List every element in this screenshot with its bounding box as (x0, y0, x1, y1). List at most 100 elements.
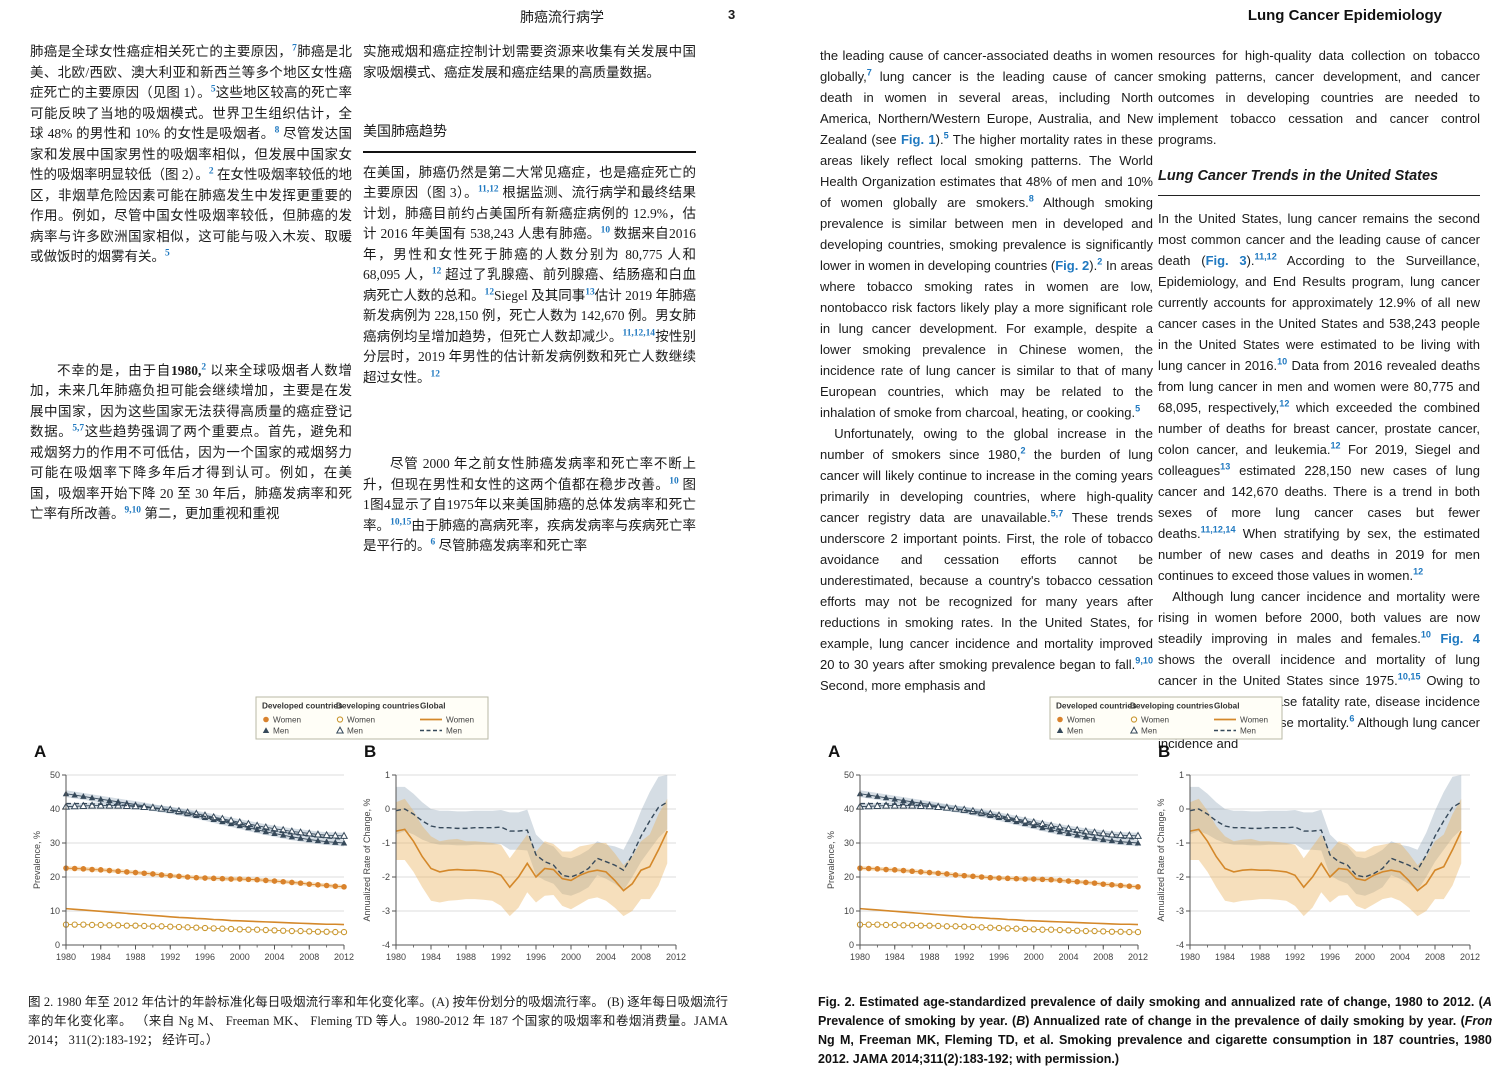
reference-superscript[interactable]: 9,10 (1135, 655, 1153, 666)
reference-superscript[interactable]: 2 (1020, 445, 1026, 456)
svg-text:2000: 2000 (1355, 952, 1375, 962)
svg-text:-2: -2 (1176, 872, 1184, 882)
reference-superscript[interactable]: 7 (292, 43, 297, 54)
reference-superscript[interactable]: 8 (274, 125, 280, 136)
reference-superscript[interactable]: 8 (1028, 193, 1034, 204)
text-run: 图 1图4显示了自1975年以来美国肺癌的总体发病率和死亡率。 (363, 476, 696, 533)
reference-superscript[interactable]: 2 (1097, 256, 1103, 267)
reference-superscript[interactable]: 12 (1413, 566, 1424, 577)
svg-text:-3: -3 (1176, 906, 1184, 916)
text-run: 不幸的是，由于自 (57, 362, 172, 378)
svg-text:10: 10 (50, 906, 60, 916)
reference-superscript[interactable]: 5 (1135, 403, 1141, 414)
text-run: For 2019, Siegel and colleagues (1158, 442, 1481, 478)
svg-text:1984: 1984 (885, 952, 905, 962)
figure-link[interactable]: Fig. 2 (1055, 258, 1090, 273)
svg-text:Year: Year (989, 966, 1008, 967)
text-run: Unfortunately, owing to the global incre… (820, 426, 1153, 462)
text-run: 以来全球吸烟者人数增加，未来几年肺癌负担可能会继续增加，主要是在发展中国家，因为… (30, 362, 353, 440)
reference-superscript[interactable]: 13 (585, 287, 595, 297)
reference-superscript[interactable]: 7 (866, 67, 872, 78)
reference-superscript[interactable]: 10,15 (1397, 671, 1421, 682)
reference-superscript[interactable]: 11,12,14 (1200, 524, 1236, 535)
text-run: 由于肺癌的高病死率，疾病发病率与疾病死亡率是平行的。 (363, 517, 697, 554)
text-run: Although lung cancer incidence and morta… (1158, 589, 1480, 646)
svg-text:1992: 1992 (491, 952, 511, 962)
text-run: Although smoking prevalence is similar b… (820, 195, 1153, 273)
reference-superscript[interactable]: 5,7 (72, 423, 85, 434)
text-run: The higher mortality rates in these area… (820, 132, 1153, 210)
text-run: the burden of lung cancer will likely co… (820, 447, 1153, 525)
reference-superscript[interactable]: 6 (430, 537, 436, 548)
reference-superscript[interactable]: 5 (210, 84, 216, 95)
reference-superscript[interactable]: 2 (201, 362, 207, 372)
reference-superscript[interactable]: 12 (1279, 398, 1290, 409)
reference-superscript[interactable]: 13 (1220, 461, 1231, 472)
svg-text:Women: Women (1141, 716, 1170, 725)
reference-superscript[interactable]: 12 (1330, 440, 1341, 451)
svg-text:20: 20 (50, 872, 60, 882)
text-run: Second, more emphasis and (820, 678, 986, 693)
svg-text:0: 0 (849, 940, 854, 950)
reference-superscript[interactable]: 5 (943, 130, 949, 141)
reference-superscript[interactable]: 10 (600, 225, 611, 236)
text-run: estimated 228,150 new cases of lung canc… (1158, 463, 1480, 541)
text-run: 根据监测、流行病学和最终结果计划，肺癌目前约占美国所有新癌症病例的 12.9%，… (363, 185, 697, 241)
text-run: 估计 2019 年肺癌新发病例为 228,150 例，死亡人数为 142,670… (363, 287, 697, 344)
figure-link[interactable]: Fig. 3 (1205, 253, 1247, 268)
reference-superscript[interactable]: 2 (208, 166, 214, 177)
svg-text:Year: Year (1320, 966, 1339, 967)
svg-text:1988: 1988 (456, 952, 476, 962)
text-run: 数据来自2016 年，男性和女性死于肺癌的人数分别为 80,775 人和 68,… (363, 226, 697, 282)
svg-text:1980: 1980 (1180, 952, 1200, 962)
svg-text:1988: 1988 (919, 952, 939, 962)
text-run: In areas where tobacco smoking rates in … (820, 258, 1153, 420)
reference-superscript[interactable]: 12 (431, 266, 442, 277)
reference-superscript[interactable]: 5 (165, 248, 170, 259)
reference-superscript[interactable]: 11,12 (1254, 251, 1277, 262)
smoking-prevalence-chart: Developed countries Women Men Developing co… (32, 696, 686, 967)
svg-text:A: A (34, 742, 46, 761)
reference-superscript[interactable]: 10,15 (390, 517, 412, 527)
text-run: shows the overall incidence and mortalit… (1158, 652, 1480, 688)
reference-superscript[interactable]: 9,10 (124, 505, 142, 516)
svg-text:-1: -1 (382, 838, 390, 848)
reference-superscript[interactable]: 11,12 (477, 184, 499, 195)
svg-text:10: 10 (844, 906, 854, 916)
figure-link[interactable]: Fig. 1 (900, 132, 936, 147)
svg-text:1980: 1980 (850, 952, 870, 962)
reference-superscript[interactable]: 10 (1277, 356, 1288, 367)
reference-superscript[interactable]: 11,12,14 (622, 328, 656, 338)
svg-text:0: 0 (385, 804, 390, 814)
svg-text:2012: 2012 (1460, 952, 1480, 962)
svg-text:A: A (828, 742, 840, 761)
text-run: From (1464, 1013, 1492, 1028)
svg-text:30: 30 (50, 838, 60, 848)
reference-superscript[interactable]: 12 (484, 287, 495, 297)
paragraph: 肺癌是全球女性癌症相关死亡的主要原因，7肺癌是北美、北欧/西欧、澳大利亚和新西兰… (30, 42, 352, 268)
reference-superscript[interactable]: 5,7 (1050, 508, 1064, 519)
text-run: These trends underscore 2 important poin… (820, 510, 1153, 672)
svg-text:Annualized Rate of Change, %: Annualized Rate of Change, % (362, 798, 372, 921)
figure-link[interactable]: Fig. 4 (1440, 631, 1481, 646)
text-run: which exceeded the combined number of de… (1158, 400, 1480, 457)
svg-text:Women: Women (1067, 716, 1096, 725)
svg-text:-2: -2 (382, 872, 390, 882)
svg-text:1984: 1984 (1215, 952, 1235, 962)
svg-text:20: 20 (844, 872, 854, 882)
reference-superscript[interactable]: 10 (669, 476, 679, 486)
text-run: According to the Surveillance, Epidemiol… (1158, 253, 1480, 373)
svg-text:Prevalence, %: Prevalence, % (32, 831, 42, 889)
figure-caption-en: Fig. 2. Estimated age-standardized preva… (818, 993, 1492, 1069)
svg-text:Prevalence, %: Prevalence, % (826, 831, 836, 889)
svg-text:2000: 2000 (561, 952, 581, 962)
section-heading-en: Lung Cancer Trends in the United States (1158, 166, 1480, 196)
paragraph: 不幸的是，由于自1980,2 以来全球吸烟者人数增加，未来几年肺癌负担可能会继续… (30, 361, 352, 525)
reference-superscript[interactable]: 12 (430, 369, 440, 379)
text-run: Estimated age-standardized prevalence of… (854, 994, 1483, 1009)
svg-text:1: 1 (1179, 770, 1184, 780)
reference-superscript[interactable]: 6 (1349, 713, 1355, 724)
text-run: lung cancer is the leading cause of canc… (820, 69, 1153, 147)
reference-superscript[interactable]: 10 (1420, 629, 1431, 640)
text-run (1431, 631, 1440, 646)
